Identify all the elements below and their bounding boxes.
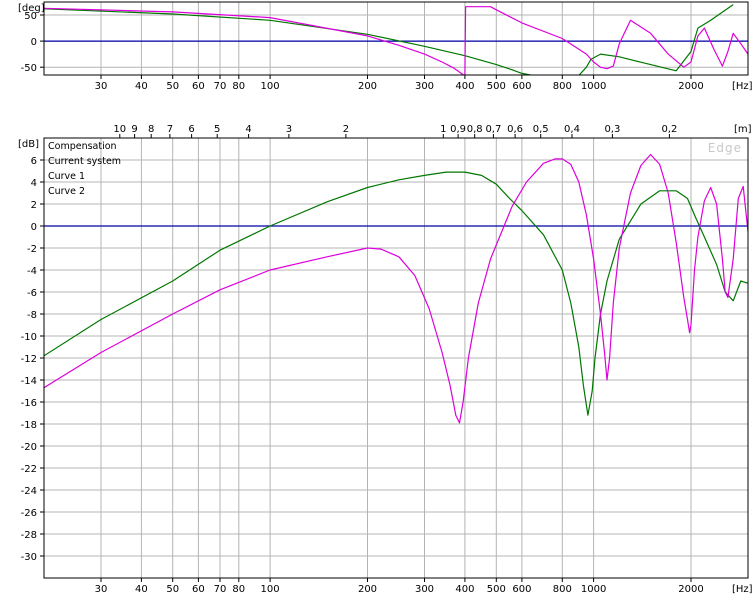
- x-tick-label: 100: [261, 584, 280, 595]
- top-tick-label: 0,3: [604, 124, 620, 135]
- x-tick-label: 50: [166, 81, 179, 92]
- top-tick-label: 0,5: [533, 124, 549, 135]
- legend-item-curve-2: Curve 2: [48, 186, 85, 197]
- plot-area: [44, 4, 748, 75]
- legend-item-compensation: Compensation: [48, 141, 117, 152]
- x-tick-label: 60: [192, 584, 205, 595]
- y-tick-label: -12: [21, 354, 37, 365]
- y-tick-label: -2: [27, 244, 37, 255]
- top-tick-label: 5: [214, 124, 220, 135]
- y-axis-unit-label: [dB]: [18, 139, 39, 150]
- y-tick-label: -14: [21, 376, 37, 387]
- x-tick-label: 60: [192, 81, 205, 92]
- top-tick-label: 1: [440, 124, 446, 135]
- top-tick-label: 10: [113, 124, 126, 135]
- x-tick-label: 50: [166, 584, 179, 595]
- series-curve-2-line: [44, 6, 748, 75]
- top-tick-label: 8: [148, 124, 154, 135]
- legend-item-curve-1: Curve 1: [48, 171, 85, 182]
- y-tick-label: -26: [21, 508, 37, 519]
- x-tick-label: 40: [135, 81, 148, 92]
- x-tick-label: 200: [358, 584, 377, 595]
- top-tick-label: 2: [343, 124, 349, 135]
- y-tick-label: 6: [31, 156, 37, 167]
- top-axis-unit-label: [m]: [734, 124, 752, 135]
- x-tick-label: 40: [135, 584, 148, 595]
- top-tick-label: 0,2: [661, 124, 677, 135]
- plot-frame: [43, 1, 749, 76]
- x-tick-label: 80: [232, 81, 245, 92]
- x-tick-label: 600: [512, 81, 531, 92]
- y-tick-label: -28: [21, 530, 37, 541]
- y-tick-label: 2: [31, 200, 37, 211]
- magnitude-chart: 30 40 50 60 70 80 100 200 300 400 500 600 800 1000 200…: [18, 124, 753, 595]
- y-tick-label: -6: [27, 288, 37, 299]
- y-tick-label: -18: [21, 420, 37, 431]
- top-tick-label: 0,7: [485, 124, 501, 135]
- legend-item-current-system: Current system: [48, 156, 121, 167]
- phase-chart: 30 40 50 60 70 80 100 200 300 400 500 600 800 1000 200…: [18, 1, 753, 92]
- x-tick-label: 2000: [678, 81, 703, 92]
- y-tick-label: -24: [21, 486, 37, 497]
- x-tick-label: 600: [512, 584, 531, 595]
- y-tick-label: 0: [31, 37, 37, 48]
- top-tick-label: 0,9: [450, 124, 466, 135]
- edge-watermark: Edge: [708, 141, 742, 155]
- x-tick-label: 400: [455, 584, 474, 595]
- x-tick-label: 800: [553, 584, 572, 595]
- series-curve-1-line: [44, 4, 734, 75]
- x-tick-label: 70: [214, 81, 227, 92]
- x-tick-label: 300: [415, 81, 434, 92]
- x-tick-label: 30: [95, 81, 108, 92]
- x-axis-unit-label: [Hz]: [732, 584, 753, 595]
- y-tick-label: -8: [27, 310, 37, 321]
- x-tick-label: 300: [415, 584, 434, 595]
- top-tick-label: 7: [167, 124, 173, 135]
- x-tick-label: 2000: [678, 584, 703, 595]
- top-tick-label: 4: [245, 124, 251, 135]
- top-tick-label: 0,8: [467, 124, 483, 135]
- plot-frame: [43, 137, 749, 579]
- x-tick-label: 100: [261, 81, 280, 92]
- top-tick-label: 0,4: [564, 124, 580, 135]
- y-tick-label: 0: [31, 222, 37, 233]
- x-tick-label: 200: [358, 81, 377, 92]
- y-tick-label: 4: [31, 178, 37, 189]
- series-curve-2-line: [44, 153, 748, 424]
- x-tick-label: 1000: [581, 584, 606, 595]
- x-tick-label: 500: [487, 584, 506, 595]
- y-tick-label: -20: [21, 442, 37, 453]
- top-tick-label: 9: [131, 124, 137, 135]
- y-tick-label: -22: [21, 464, 37, 475]
- x-tick-label: 800: [553, 81, 572, 92]
- x-tick-label: 70: [214, 584, 227, 595]
- series-curve-1-line: [44, 171, 748, 416]
- x-tick-label: 500: [487, 81, 506, 92]
- x-tick-label: 30: [95, 584, 108, 595]
- x-axis-unit-label: [Hz]: [732, 81, 753, 92]
- x-tick-label: 1000: [581, 81, 606, 92]
- y-tick-label: -50: [21, 63, 37, 74]
- top-tick-label: 3: [286, 124, 292, 135]
- plot-area: [44, 153, 748, 424]
- x-tick-label: 400: [455, 81, 474, 92]
- y-axis-unit-label: [deg]: [18, 3, 45, 14]
- y-tick-label: 50: [24, 11, 37, 22]
- x-tick-label: 80: [232, 584, 245, 595]
- y-tick-label: -16: [21, 398, 37, 409]
- y-tick-label: -30: [21, 552, 37, 563]
- top-tick-label: 0,6: [507, 124, 523, 135]
- y-tick-label: -10: [21, 332, 37, 343]
- top-tick-label: 6: [188, 124, 194, 135]
- y-tick-label: -4: [27, 266, 37, 277]
